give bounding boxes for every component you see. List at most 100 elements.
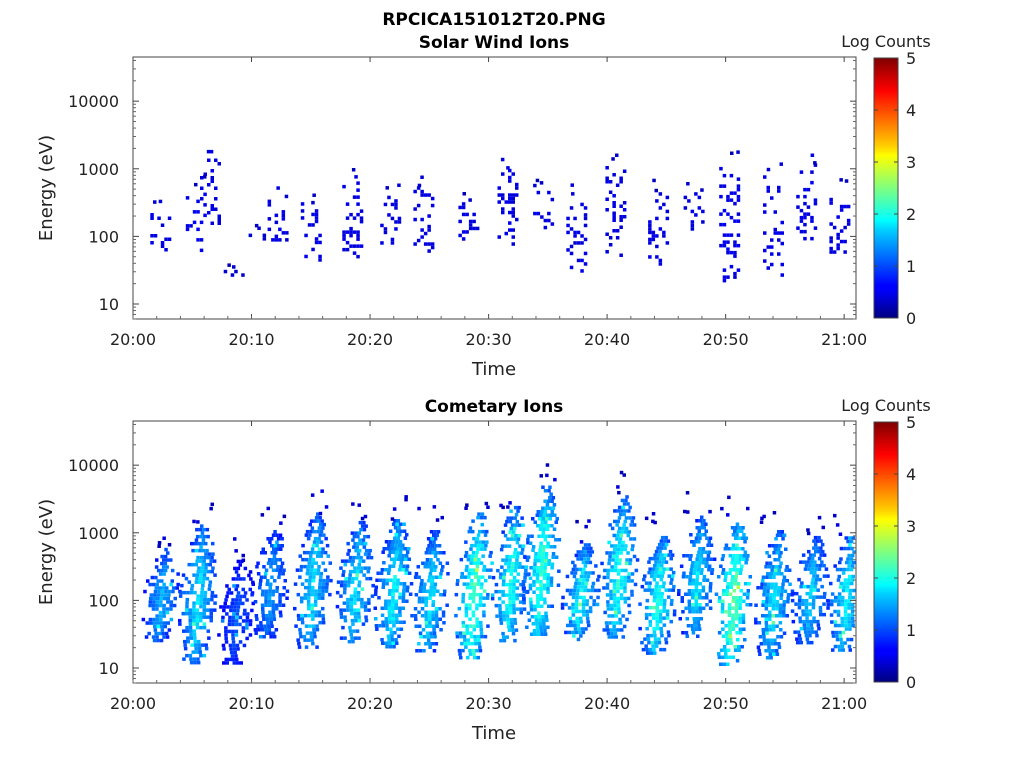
data-pixel [813,163,818,167]
data-pixel [728,634,733,638]
data-pixel [763,231,767,235]
data-pixel [544,534,548,538]
data-pixel [392,585,396,589]
data-pixel [722,233,727,237]
data-pixel [761,631,766,635]
data-pixel [536,601,540,605]
data-pixel [267,593,272,597]
data-pixel [734,575,738,579]
data-pixel [525,573,529,577]
data-pixel [226,605,230,609]
data-pixel [782,603,786,607]
data-pixel [511,214,515,218]
data-pixel [225,584,229,588]
data-pixel [847,613,851,617]
burst [300,193,322,262]
data-pixel [397,526,401,530]
data-pixel [535,587,540,591]
data-pixel [209,506,213,511]
data-pixel [809,584,814,589]
data-pixel [573,627,578,631]
data-pixel [733,645,737,649]
data-pixel [607,558,612,562]
data-pixel [766,266,770,270]
data-pixel [146,579,150,583]
data-pixel [307,223,312,227]
data-pixel [617,526,622,531]
data-pixel [765,561,769,565]
data-pixel [810,567,815,571]
data-pixel [627,509,631,513]
data-pixel [592,599,596,603]
data-pixel [833,609,837,614]
data-pixel [648,623,653,627]
data-pixel [421,596,425,600]
data-pixel [581,602,586,607]
data-pixel [144,635,149,639]
data-pixel [346,541,350,546]
data-pixel [528,583,533,587]
burst [497,157,519,246]
data-pixel [507,628,512,632]
data-pixel [515,186,519,190]
data-pixel [226,591,230,595]
data-pixel [512,582,516,587]
data-pixel [576,258,581,263]
data-pixel [278,600,282,604]
data-pixel [548,506,552,510]
data-pixel [503,533,508,538]
data-pixel [569,588,573,593]
data-pixel [656,598,660,603]
y-axis-label: Energy (eV) [36,135,57,241]
data-pixel [358,538,362,542]
data-pixel [429,530,434,534]
data-pixel [804,609,809,613]
data-pixel [550,222,555,226]
data-pixel [356,552,361,556]
data-pixel [176,582,180,587]
data-pixel [685,575,689,579]
data-pixel [612,533,616,538]
data-pixel [396,519,401,523]
data-pixel [391,596,395,600]
data-pixel [303,596,307,600]
data-pixel [550,562,555,566]
data-pixel [784,568,788,572]
data-pixel [736,212,741,216]
data-pixel [545,527,550,531]
data-pixel [305,631,310,635]
data-pixel [801,598,805,603]
data-pixel [806,584,810,589]
data-pixel [578,567,583,572]
data-pixel [485,529,489,534]
data-pixel [513,505,518,510]
data-pixel [643,637,647,641]
data-pixel [351,639,355,644]
data-pixel [645,605,649,610]
data-pixel [539,597,543,601]
data-pixel [799,560,803,564]
data-pixel [248,622,253,627]
data-pixel [335,590,340,595]
y-tick-label: 100 [88,591,119,610]
data-pixel [329,578,333,583]
burst [178,502,218,665]
data-pixel [198,559,203,563]
data-pixel [454,592,459,597]
data-pixel [352,251,357,255]
data-pixel [511,593,516,597]
data-pixel [353,615,358,619]
data-pixel [351,622,355,626]
data-pixel [160,223,165,227]
data-pixel [529,601,533,605]
data-pixel [773,572,777,576]
data-pixel [847,644,852,649]
data-pixel [260,603,265,607]
data-pixel [310,606,314,611]
data-pixel [850,553,855,558]
data-pixel [248,633,253,637]
data-pixel [687,603,692,607]
data-pixel [214,158,218,162]
data-pixel [580,585,584,589]
data-pixel [464,506,468,510]
